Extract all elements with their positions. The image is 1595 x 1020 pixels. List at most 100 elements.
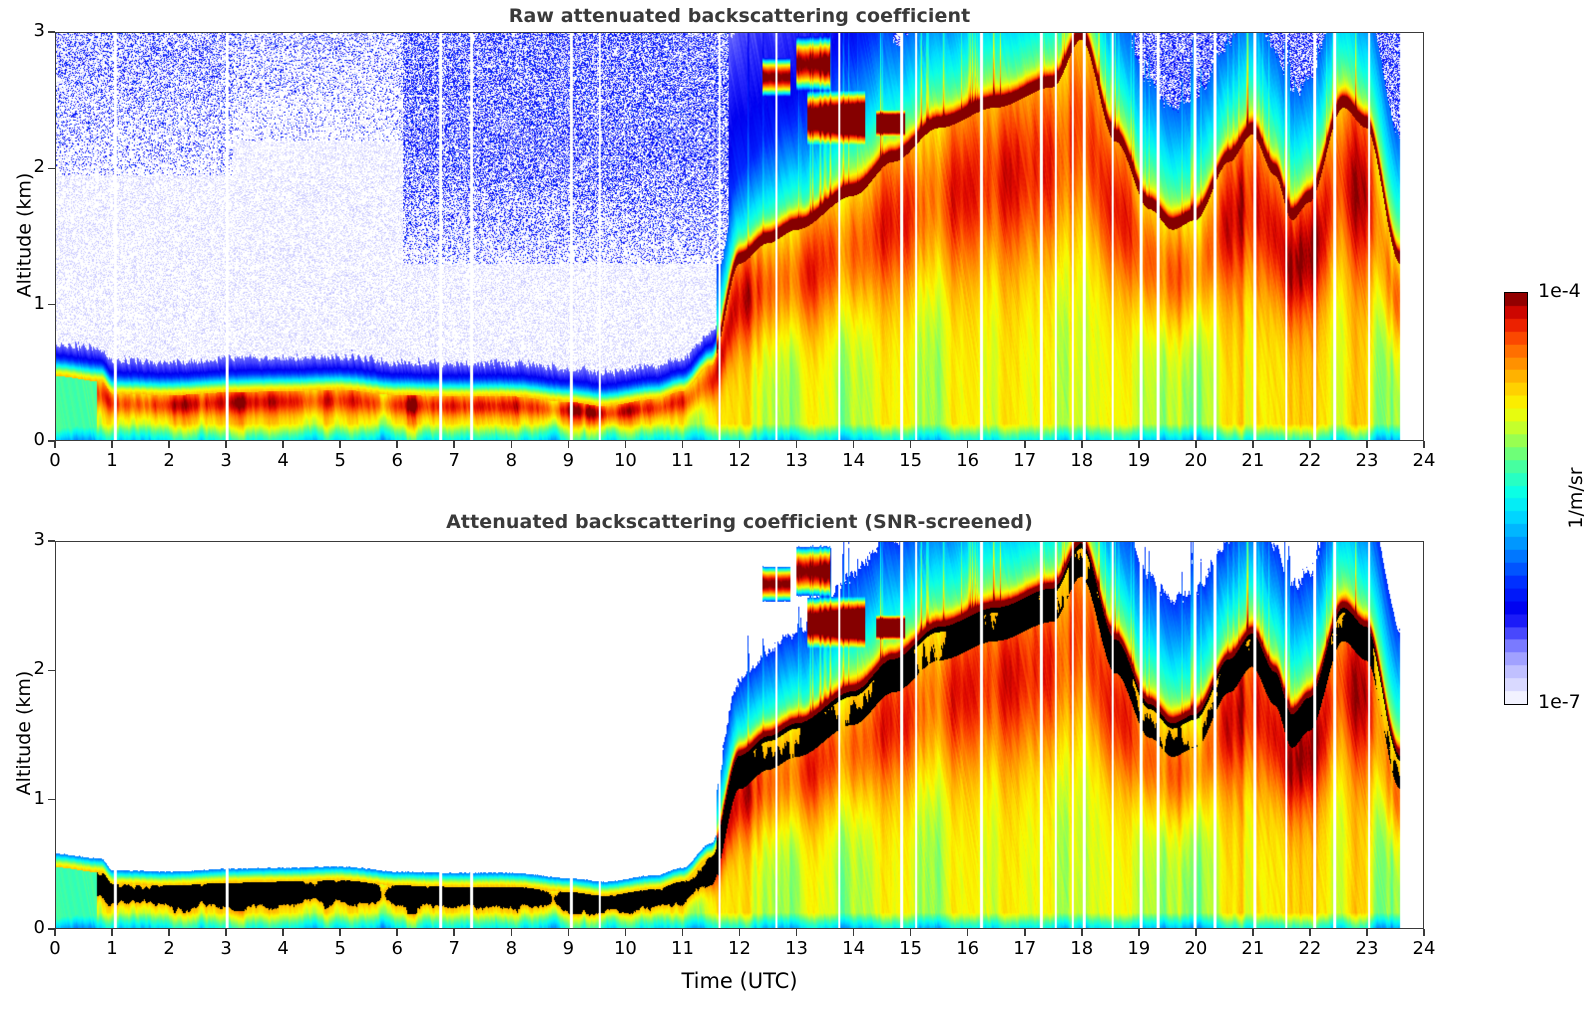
colorbar-gradient	[1505, 293, 1527, 704]
x-tick-label: 12	[728, 450, 751, 471]
x-tick-label: 20	[1184, 938, 1208, 959]
x-tick-mark	[567, 929, 570, 936]
x-tick-mark	[1252, 441, 1254, 448]
plot-area-screened[interactable]	[55, 541, 1424, 929]
x-tick-label: 11	[671, 450, 694, 471]
x-tick-label: 12	[728, 938, 751, 959]
x-tick-label: 22	[1298, 450, 1322, 471]
x-tick-label: 24	[1412, 450, 1436, 471]
x-tick-label: 20	[1184, 450, 1208, 471]
x-tick-label: 22	[1298, 938, 1322, 959]
x-tick-mark	[510, 441, 513, 448]
x-tick-mark	[909, 929, 912, 936]
x-tick-mark	[852, 441, 855, 448]
x-tick-label: 10	[613, 450, 637, 471]
y-tick-mark	[48, 167, 55, 170]
x-tick-mark	[1023, 929, 1026, 936]
x-tick-mark	[1309, 441, 1311, 448]
y-tick-label: 3	[33, 529, 45, 550]
plot-area-raw[interactable]	[55, 32, 1424, 441]
y-tick-label: 0	[33, 429, 45, 450]
x-tick-label: 14	[842, 450, 866, 471]
x-tick-mark	[453, 929, 456, 936]
y-axis-label-raw: Altitude (km)	[13, 172, 35, 297]
panel-title-raw: Raw attenuated backscattering coefficien…	[508, 5, 971, 27]
y-tick-mark	[48, 31, 55, 33]
y-tick-label: 1	[33, 787, 45, 809]
x-tick-mark	[111, 929, 113, 936]
y-tick-mark	[48, 440, 55, 442]
x-tick-mark	[966, 441, 969, 448]
x-tick-label: 0	[49, 938, 61, 959]
x-tick-label: 7	[448, 938, 460, 959]
x-tick-mark	[225, 441, 227, 448]
x-tick-mark	[681, 929, 684, 936]
y-tick-mark	[48, 669, 55, 672]
x-tick-label: 5	[334, 938, 346, 959]
x-tick-mark	[1252, 929, 1254, 936]
x-tick-mark	[54, 929, 56, 936]
heatmap-canvas-raw	[56, 33, 1423, 440]
x-tick-mark	[111, 441, 113, 448]
y-tick-mark	[48, 540, 55, 542]
y-tick-mark	[48, 928, 55, 930]
x-tick-label: 4	[277, 938, 289, 959]
x-tick-label: 16	[956, 450, 980, 471]
colorbar-unit-label: 1/m/sr	[1565, 466, 1587, 529]
x-tick-label: 8	[505, 450, 518, 471]
x-tick-label: 4	[277, 450, 289, 471]
colorbar[interactable]	[1504, 292, 1528, 705]
x-tick-label: 1	[106, 938, 118, 959]
x-tick-label: 10	[613, 938, 637, 959]
x-tick-mark	[54, 441, 56, 448]
x-tick-mark	[1195, 929, 1197, 936]
x-tick-mark	[795, 441, 798, 448]
x-tick-label: 23	[1355, 450, 1379, 471]
y-tick-mark	[48, 303, 55, 306]
x-tick-mark	[1137, 929, 1140, 936]
x-tick-mark	[1366, 929, 1368, 936]
x-tick-mark	[396, 441, 399, 448]
x-tick-mark	[282, 441, 284, 448]
x-tick-mark	[624, 929, 627, 936]
x-tick-label: 13	[785, 938, 808, 959]
x-tick-label: 15	[899, 938, 923, 959]
x-tick-label: 9	[562, 938, 575, 959]
heatmap-canvas-screened	[56, 542, 1423, 928]
x-tick-mark	[966, 929, 969, 936]
x-tick-label: 19	[1127, 938, 1151, 959]
x-tick-mark	[852, 929, 855, 936]
x-tick-label: 14	[842, 938, 866, 959]
x-tick-mark	[1023, 441, 1026, 448]
x-tick-mark	[624, 441, 627, 448]
x-tick-mark	[1137, 441, 1140, 448]
x-tick-label: 17	[1013, 938, 1037, 959]
x-tick-mark	[1080, 441, 1083, 448]
x-tick-label: 0	[49, 450, 61, 471]
x-tick-mark	[567, 441, 570, 448]
x-tick-label: 19	[1127, 450, 1151, 471]
x-tick-label: 2	[163, 450, 175, 471]
x-tick-mark	[738, 929, 741, 936]
x-tick-mark	[909, 441, 912, 448]
x-tick-label: 21	[1241, 938, 1265, 959]
y-axis-label-screened: Altitude (km)	[13, 670, 35, 796]
x-tick-label: 5	[334, 450, 346, 471]
x-tick-label: 23	[1355, 938, 1379, 959]
panel-title-screened: Attenuated backscattering coefficient (S…	[446, 511, 1033, 533]
x-tick-label: 13	[785, 450, 808, 471]
x-tick-mark	[681, 441, 684, 448]
y-tick-label: 3	[33, 20, 45, 41]
y-tick-mark	[48, 798, 55, 801]
x-tick-mark	[795, 929, 798, 936]
x-tick-label: 24	[1412, 938, 1436, 959]
x-tick-label: 9	[562, 450, 575, 471]
y-tick-label: 2	[33, 658, 45, 680]
x-tick-label: 15	[899, 450, 923, 471]
x-tick-label: 1	[106, 450, 118, 471]
y-tick-label: 0	[33, 917, 45, 938]
x-axis-label: Time (UTC)	[681, 969, 798, 993]
x-tick-label: 6	[391, 450, 403, 471]
x-tick-mark	[396, 929, 399, 936]
